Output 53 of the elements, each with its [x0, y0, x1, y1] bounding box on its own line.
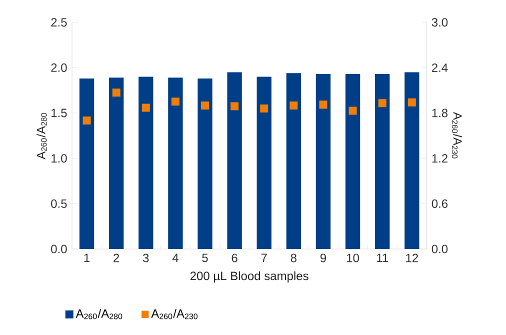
bar	[286, 73, 302, 249]
bar	[138, 76, 154, 249]
bar	[168, 78, 183, 249]
x-tick-label: 10	[347, 254, 359, 262]
point	[82, 116, 91, 125]
y2-tick-label: 1.8	[432, 108, 448, 118]
y-tick-label: 0.5	[51, 199, 67, 208]
y2-axis-title: A$_{260}$/A$_{230}$	[452, 112, 462, 158]
point	[290, 101, 298, 110]
bar	[79, 78, 94, 249]
y-tick-label: 2.5	[51, 18, 67, 27]
y2-tick-label: 0.6	[432, 199, 448, 208]
legend-label: A$_{260}$/A$_{230}$	[151, 308, 198, 320]
x-tick-label: 4	[172, 254, 178, 262]
y2-tick-label: 0.0	[432, 244, 448, 254]
point	[378, 99, 386, 108]
bar	[256, 76, 272, 249]
x-tick-label: 2	[114, 254, 120, 262]
y-tick-label: 1.0	[52, 154, 67, 163]
bar	[227, 72, 242, 249]
y-tick-label: 2.0	[51, 63, 67, 72]
point	[260, 104, 268, 112]
x-tick-label: 6	[232, 254, 238, 262]
y2-tick-label: 3.0	[432, 18, 448, 27]
x-tick-label: 1	[84, 254, 90, 262]
bar	[375, 74, 390, 249]
y-tick-label: 0.0	[51, 244, 67, 254]
point	[112, 88, 120, 97]
point	[230, 102, 239, 110]
bar	[404, 72, 420, 249]
point	[319, 100, 328, 109]
x-axis-title: 200 µL Blood samples	[190, 271, 308, 283]
point	[348, 106, 357, 115]
y-axis-title: A$_{260}$/A$_{280}$	[36, 112, 47, 160]
y-tick-label: 1.5	[52, 108, 67, 118]
x-tick-label: 7	[261, 254, 267, 262]
x-tick-label: 11	[377, 254, 388, 262]
point	[408, 98, 416, 106]
legend-label: A$_{260}$/A$_{280}$	[76, 308, 122, 320]
point	[142, 104, 150, 112]
point	[171, 98, 180, 106]
x-tick-label: 8	[290, 254, 296, 262]
y2-tick-label: 1.2	[432, 154, 448, 163]
y2-tick-label: 2.4	[432, 63, 448, 72]
bar	[198, 78, 212, 249]
x-tick-label: 5	[202, 254, 208, 262]
bar	[345, 74, 360, 249]
x-tick-label: 12	[406, 254, 418, 262]
x-tick-label: 9	[320, 254, 326, 262]
x-tick-label: 3	[143, 254, 149, 262]
bar	[316, 74, 331, 249]
bar	[109, 78, 124, 249]
point	[201, 101, 210, 110]
